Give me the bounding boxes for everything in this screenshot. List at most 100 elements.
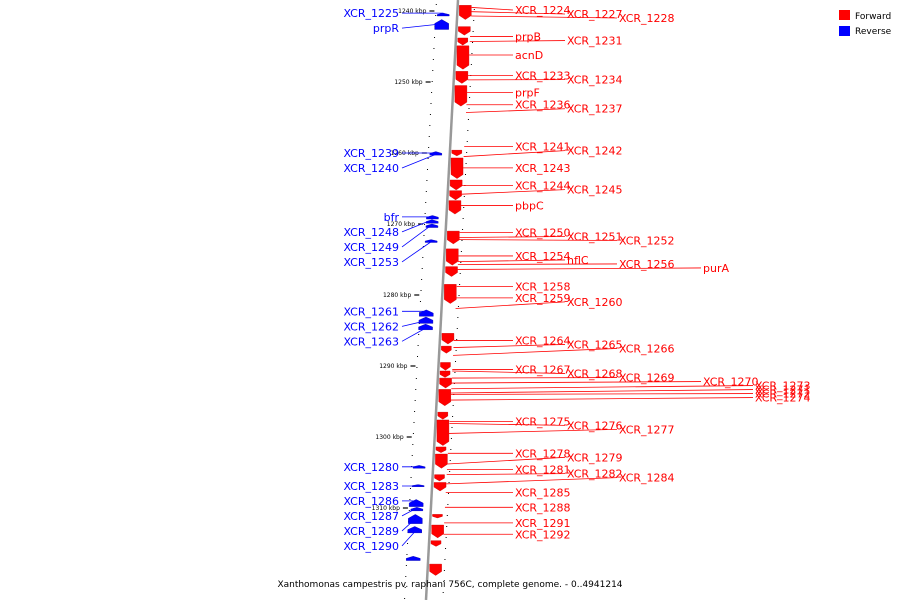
- minor-tick: [424, 224, 426, 225]
- tick-label: 1310 kbp: [372, 505, 400, 512]
- minor-tick: [452, 416, 454, 417]
- forward-leader-line: [446, 477, 618, 485]
- reverse-gene-block: [437, 12, 450, 17]
- minor-tick: [466, 141, 468, 142]
- forward-gene-block: [431, 524, 444, 539]
- minor-tick: [458, 295, 460, 296]
- gene-label-xcr-1248: XCR_1248: [343, 226, 399, 239]
- forward-leader-line: [463, 150, 566, 157]
- forward-leader-line: [459, 239, 618, 241]
- gene-label-pura: purA: [703, 262, 729, 275]
- minor-tick: [417, 356, 419, 357]
- minor-tick: [415, 389, 417, 390]
- gene-label-xcr-1271: XCR_1271: [755, 384, 811, 397]
- gene-label-xcr-1234: XCR_1234: [567, 74, 623, 87]
- minor-tick: [411, 455, 413, 456]
- forward-gene-block: [449, 190, 462, 201]
- gene-label-xcr-1270: XCR_1270: [703, 376, 759, 389]
- legend-forward-label: Forward: [855, 12, 891, 22]
- gene-label-xcr-1269: XCR_1269: [619, 372, 675, 385]
- forward-leader-line: [451, 389, 754, 394]
- minor-tick: [435, 4, 437, 5]
- minor-tick: [408, 510, 410, 511]
- minor-tick: [429, 114, 431, 115]
- forward-gene-block: [458, 26, 471, 36]
- minor-tick: [427, 158, 429, 159]
- gene-label-xcr-1233: XCR_1233: [515, 70, 571, 83]
- minor-tick: [418, 334, 420, 335]
- gene-label-xcr-1250: XCR_1250: [515, 227, 571, 240]
- reverse-gene-block: [434, 19, 449, 30]
- gene-label-xcr-1275: XCR_1275: [515, 415, 571, 428]
- forward-gene-block: [429, 563, 442, 576]
- gene-label-xcr-1281: XCR_1281: [515, 464, 571, 477]
- forward-leader-line: [458, 259, 566, 263]
- forward-leader-line: [457, 263, 618, 265]
- forward-gene-block: [439, 377, 452, 389]
- forward-gene-block: [432, 514, 443, 519]
- minor-tick: [451, 427, 453, 428]
- minor-tick: [416, 367, 418, 368]
- minor-tick: [449, 471, 451, 472]
- scale-ticks: 1240 kbp 1250 kbp 1260 kbp 1270 kbp 1280 kbp…: [372, 4, 475, 599]
- forward-gene-block: [451, 149, 463, 157]
- gene-label-xcr-1278: XCR_1278: [515, 447, 571, 460]
- minor-tick: [426, 180, 428, 181]
- forward-leader-line: [451, 385, 754, 390]
- gene-label-prpr: prpR: [373, 22, 399, 35]
- forward-gene-block: [430, 540, 442, 547]
- minor-tick: [409, 499, 411, 500]
- gene-label-xcr-1284: XCR_1284: [619, 472, 675, 485]
- minor-tick: [470, 64, 472, 65]
- gene-label-xcr-1240: XCR_1240: [343, 162, 399, 175]
- minor-tick: [455, 361, 457, 362]
- gene-label-xcr-1228: XCR_1228: [619, 12, 675, 25]
- reverse-gene-block: [418, 323, 433, 330]
- forward-gene-block: [435, 446, 447, 453]
- gene-label-xcr-1282: XCR_1282: [567, 468, 623, 481]
- forward-gene-block: [435, 453, 448, 469]
- minor-tick: [464, 174, 466, 175]
- minor-tick: [473, 20, 475, 21]
- reverse-leader-line: [401, 320, 427, 327]
- forward-leader-line: [448, 428, 618, 434]
- minor-tick: [435, 15, 437, 16]
- minor-tick: [450, 449, 452, 450]
- tick-label: 1240 kbp: [398, 8, 426, 15]
- forward-leader-line: [451, 377, 618, 379]
- gene-label-xcr-1256: XCR_1256: [619, 258, 675, 271]
- forward-gene-block: [446, 248, 459, 266]
- gene-label-xcr-1236: XCR_1236: [515, 99, 571, 112]
- minor-tick: [461, 240, 463, 241]
- minor-tick: [414, 411, 416, 412]
- minor-tick: [472, 31, 474, 32]
- minor-tick: [415, 378, 417, 379]
- forward-gene-block: [441, 333, 455, 345]
- forward-leader-line: [459, 236, 566, 238]
- legend-reverse-swatch: [839, 26, 850, 36]
- forward-gene-block: [439, 370, 451, 378]
- minor-tick: [409, 488, 411, 489]
- minor-tick: [469, 97, 471, 98]
- minor-tick: [447, 504, 449, 505]
- gene-label-xcr-1266: XCR_1266: [619, 342, 675, 355]
- minor-tick: [469, 86, 471, 87]
- forward-leader-line: [451, 381, 702, 384]
- minor-tick: [445, 548, 447, 549]
- forward-gene-block: [433, 482, 447, 492]
- forward-gene-block: [450, 157, 464, 179]
- gene-label-xcr-1254: XCR_1254: [515, 250, 571, 263]
- minor-tick: [407, 543, 409, 544]
- forward-gene-block: [455, 71, 469, 84]
- minor-tick: [442, 592, 444, 593]
- legend-reverse-label: Reverse: [855, 27, 892, 37]
- minor-tick: [452, 405, 454, 406]
- gene-label-xcr-1291: XCR_1291: [515, 517, 571, 530]
- reverse-leader-line: [401, 241, 432, 263]
- gene-label-xcr-1279: XCR_1279: [567, 451, 623, 464]
- minor-tick: [426, 169, 428, 170]
- reverse-leader-line: [401, 530, 416, 547]
- forward-leader-line: [452, 370, 566, 374]
- gene-label-xcr-1287: XCR_1287: [343, 510, 399, 523]
